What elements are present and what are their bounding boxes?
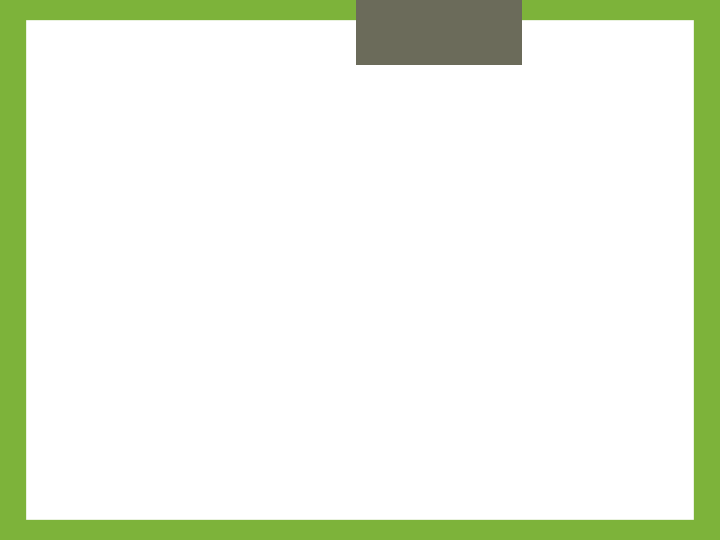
Text: The penicillin molecule contains three chiral carbon: The penicillin molecule contains three c… — [156, 148, 635, 166]
Text: D: D — [565, 362, 580, 380]
Text: whereas the carbon to which: whereas the carbon to which — [387, 332, 658, 350]
Text: has the: has the — [167, 332, 240, 350]
Text: the acylamino group: the acylamino group — [393, 302, 582, 320]
Text: groups are trans to each other, with the former in the: groups are trans to each other, with the… — [167, 422, 659, 440]
Text: (C-3, C-5, and C-6).: (C-3, C-5, and C-6). — [228, 178, 404, 196]
Text: configuration about these three centers.: configuration about these three centers. — [167, 268, 538, 286]
Text: is  attached  has  the: is attached has the — [351, 362, 565, 380]
Text: α and the latter in the β orientation relative to the: α and the latter in the β orientation re… — [167, 451, 627, 469]
Text: and microbiologically active synthetic and: and microbiologically active synthetic a… — [167, 208, 554, 226]
Text: ❞: ❞ — [125, 146, 138, 170]
Text: atoms: atoms — [167, 178, 228, 196]
Text: penam ring system.: penam ring system. — [167, 482, 347, 500]
Text: Stereochemistry: Stereochemistry — [133, 109, 378, 137]
Text: All naturally occurring: All naturally occurring — [404, 178, 618, 196]
Text: L configuration,: L configuration, — [240, 332, 387, 350]
Text: configuration.: configuration. — [167, 392, 296, 410]
Text: semisynthetic penicillins have the same absolute: semisynthetic penicillins have the same … — [167, 238, 615, 256]
Text: (C-6): (C-6) — [582, 302, 632, 320]
Text: The carbon atom bearing: The carbon atom bearing — [156, 302, 393, 320]
Text: the  carboxyl  group: the carboxyl group — [167, 362, 351, 380]
Text: Thus,  the  acylamino  and  carboxyl: Thus, the acylamino and carboxyl — [296, 392, 639, 410]
Text: ❞: ❞ — [125, 300, 138, 323]
